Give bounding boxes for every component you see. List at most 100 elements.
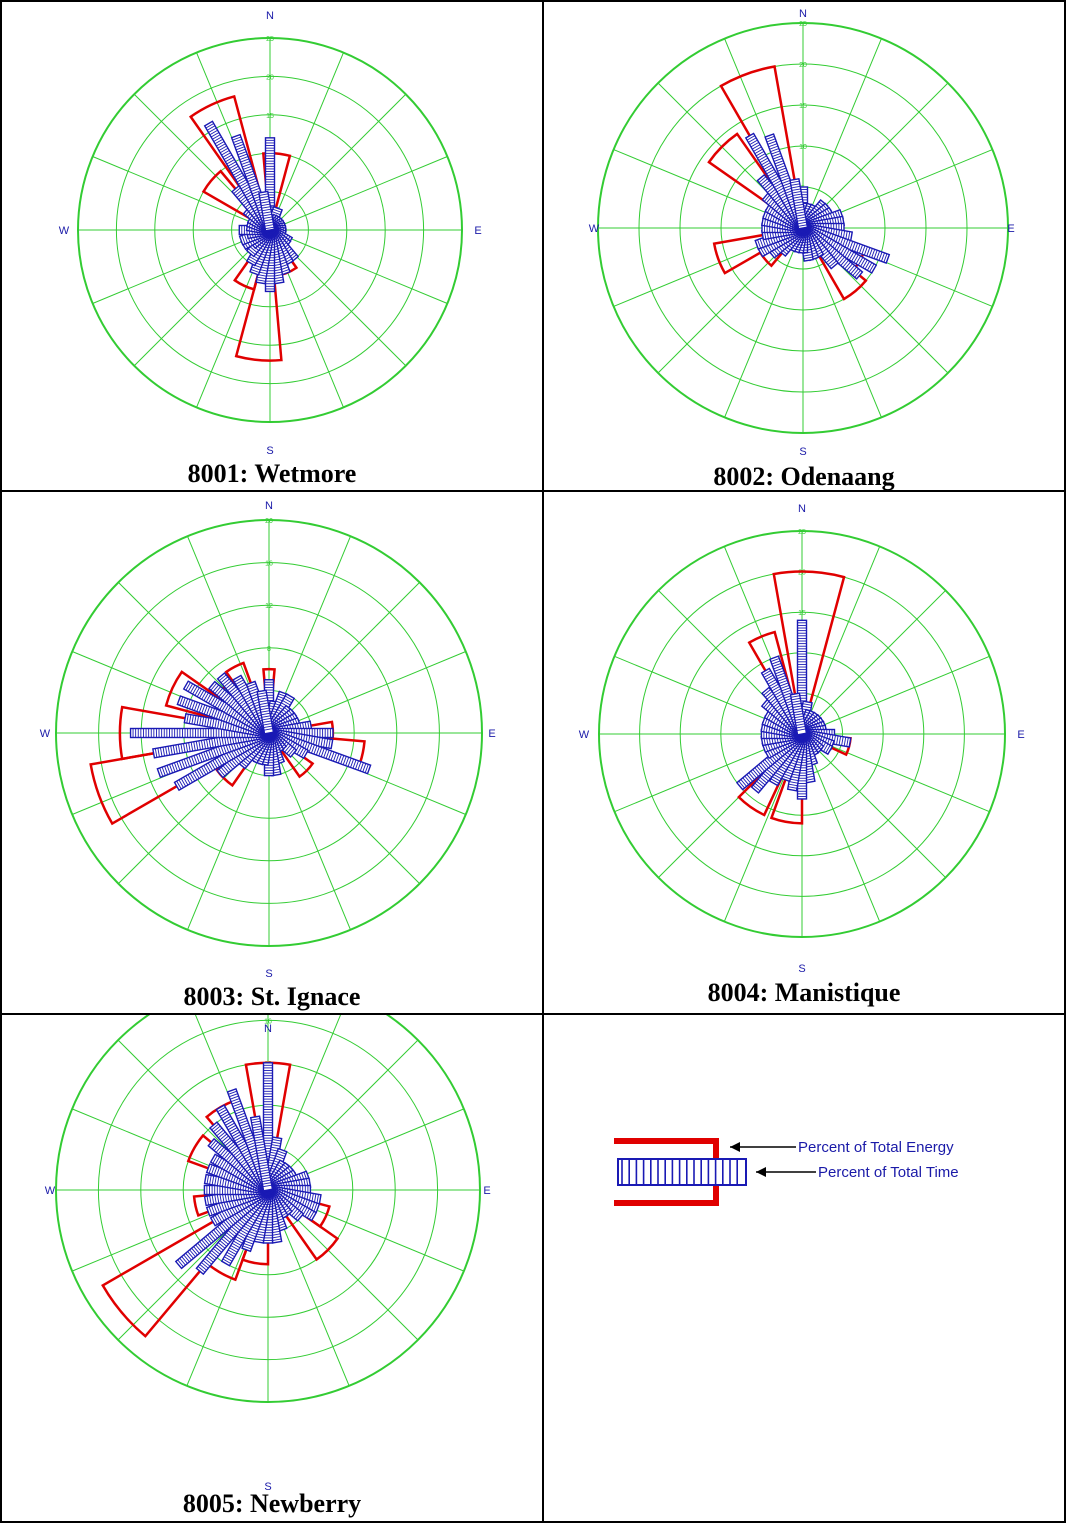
grid-spoke [187,732,270,930]
compass-w-label: W [589,223,600,235]
energy-sector [769,733,804,825]
time-series [735,619,852,800]
grid-spoke [269,52,344,231]
ring-tick-label: 15 [798,610,806,617]
chart-title: 8004: Manistique [707,978,901,1007]
energy-sector [267,731,315,779]
energy-sector [89,731,270,826]
compass-n-label: N [265,500,273,512]
ring-tick-label: 25 [266,36,274,43]
legend-time-arrowhead [756,1167,766,1177]
compass-w-label: W [579,729,590,741]
chart-title: 8005: Newberry [182,1489,362,1518]
ring-tick-label: 20 [799,62,807,69]
grid-spoke [801,733,990,813]
compass-e-label: E [488,728,495,740]
compass-w-label: W [45,1185,56,1197]
compass-s-label: S [798,963,805,975]
time-bar [789,692,808,736]
compass-e-label: E [1017,729,1024,741]
grid-spoke [802,227,882,418]
energy-sector [266,1188,340,1262]
chart-cell-st-ignace: 48121620NSWE 8003: St. Ignace [2,492,542,1013]
wind-rose-st-ignace: 48121620NSWE [40,500,496,980]
grid-spoke [802,82,949,229]
grid-spoke [801,733,946,878]
grid-spoke [724,227,804,418]
energy-sector [262,667,276,734]
grid-spoke [268,732,351,930]
ring-tick-label: 25 [798,529,806,536]
grid-spoke [801,655,990,735]
energy-sector [719,65,805,229]
energy-sector [201,169,271,232]
compass-n-label: N [266,10,274,22]
wind-rose-newberry: 48121620NSWE [45,1015,491,1493]
ring-tick-label: 12 [265,603,273,610]
time-bar [256,689,275,735]
energy-sector [233,229,272,291]
chart-cell-odenaang: 510152025NSWE 8002: Odenaang [544,2,1064,491]
grid-spoke [269,156,448,231]
grid-spoke [802,38,882,229]
energy-sector [188,94,272,231]
grid-spoke [268,732,420,884]
wind-rose-manistique: 510152025NSWE [579,503,1025,975]
energy-sector [234,229,283,362]
legend: Percent of Total Energy Percent of Total … [614,1138,959,1206]
energy-sector [801,227,868,301]
ring-tick-label: 20 [266,74,274,81]
energy-sector [712,226,804,275]
legend-time-label: Percent of Total Time [818,1164,959,1181]
wind-rose-odenaang: 510152025NSWE [589,8,1015,458]
compass-w-label: W [40,728,51,740]
compass-e-label: E [1007,223,1014,235]
ring-tick-label: 16 [265,561,273,568]
grid-spoke [801,733,881,922]
grid-spoke [801,546,881,735]
legend-time-swatch [617,1158,747,1186]
compass-n-label: N [798,503,806,515]
time-series [174,1062,322,1276]
legend-cell: Percent of Total Energy Percent of Total … [544,1015,1064,1522]
legend-energy-arrowhead [730,1142,740,1152]
chart-title: 8001: Wetmore [187,459,357,488]
ring-tick-label: 15 [799,103,807,110]
compass-n-label: N [799,8,807,20]
grid-spoke [268,582,420,734]
wind-rose-wetmore: 510152025NSWE [59,10,482,457]
energy-sector [164,670,270,735]
grid-spoke [92,156,271,231]
time-bar [789,177,809,230]
time-bar [249,1115,274,1192]
compass-e-label: E [483,1185,490,1197]
compass-e-label: E [474,225,481,237]
grid-spoke [269,229,448,304]
compass-w-label: W [59,225,70,237]
ring-tick-label: 20 [798,570,806,577]
time-series [744,132,891,280]
grid-spoke [92,229,271,304]
chart-cell-wetmore: 510152025NSWE 8001: Wetmore [2,2,542,490]
compass-s-label: S [266,445,273,457]
compass-s-label: S [265,968,272,980]
time-series [203,120,300,293]
chart-title: 8003: St. Ignace [183,982,361,1011]
legend-energy-label: Percent of Total Energy [798,1139,954,1156]
energy-sector [192,1188,269,1217]
energy-sector [772,570,846,735]
compass-n-label: N [264,1023,272,1035]
time-series [129,672,372,792]
grid-spoke [133,229,271,367]
energy-sector [186,1133,269,1192]
energy-sector [261,151,292,231]
energy-sector [737,733,804,817]
chart-title: 8002: Odenaang [713,462,895,491]
ring-tick-label: 16 [264,1018,272,1025]
compass-s-label: S [264,1481,271,1493]
energy-sector [118,705,270,761]
ring-tick-label: 20 [265,518,273,525]
energy-sector [224,661,271,734]
